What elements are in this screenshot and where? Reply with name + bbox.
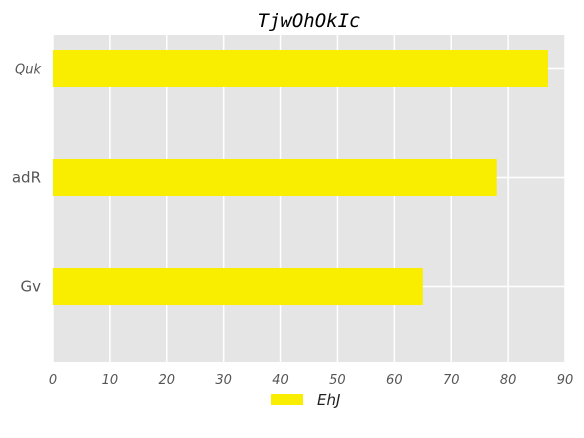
x-tick-label: 10 bbox=[102, 373, 119, 388]
x-tick-label: 70 bbox=[443, 373, 460, 388]
x-tick-label: 30 bbox=[215, 373, 232, 388]
x-tick-label: 80 bbox=[500, 373, 517, 388]
legend: EhJ bbox=[271, 391, 340, 409]
x-tick-label: 60 bbox=[386, 373, 403, 388]
y-tick-label: Quk bbox=[15, 63, 41, 78]
y-tick-label: adR bbox=[12, 169, 41, 187]
x-tick-label: 20 bbox=[159, 373, 176, 388]
plot-background bbox=[53, 35, 565, 362]
x-tick-label: 40 bbox=[272, 373, 289, 388]
bar-gv bbox=[53, 268, 423, 305]
legend-label: EhJ bbox=[317, 391, 340, 409]
bar-quk bbox=[53, 50, 548, 87]
bar-adr bbox=[53, 159, 497, 196]
x-tick-label: 50 bbox=[329, 373, 346, 388]
legend-swatch bbox=[271, 394, 303, 405]
y-tick-labels: Quk adR Gv bbox=[12, 63, 42, 296]
x-tick-label: 0 bbox=[49, 373, 57, 388]
y-tick-label: Gv bbox=[20, 278, 41, 296]
bars bbox=[53, 50, 548, 305]
chart-title: TjwOhOkIc bbox=[258, 10, 361, 32]
x-tick-labels: 0 10 20 30 40 50 60 70 80 90 bbox=[49, 373, 573, 388]
x-tick-label: 90 bbox=[557, 373, 574, 388]
